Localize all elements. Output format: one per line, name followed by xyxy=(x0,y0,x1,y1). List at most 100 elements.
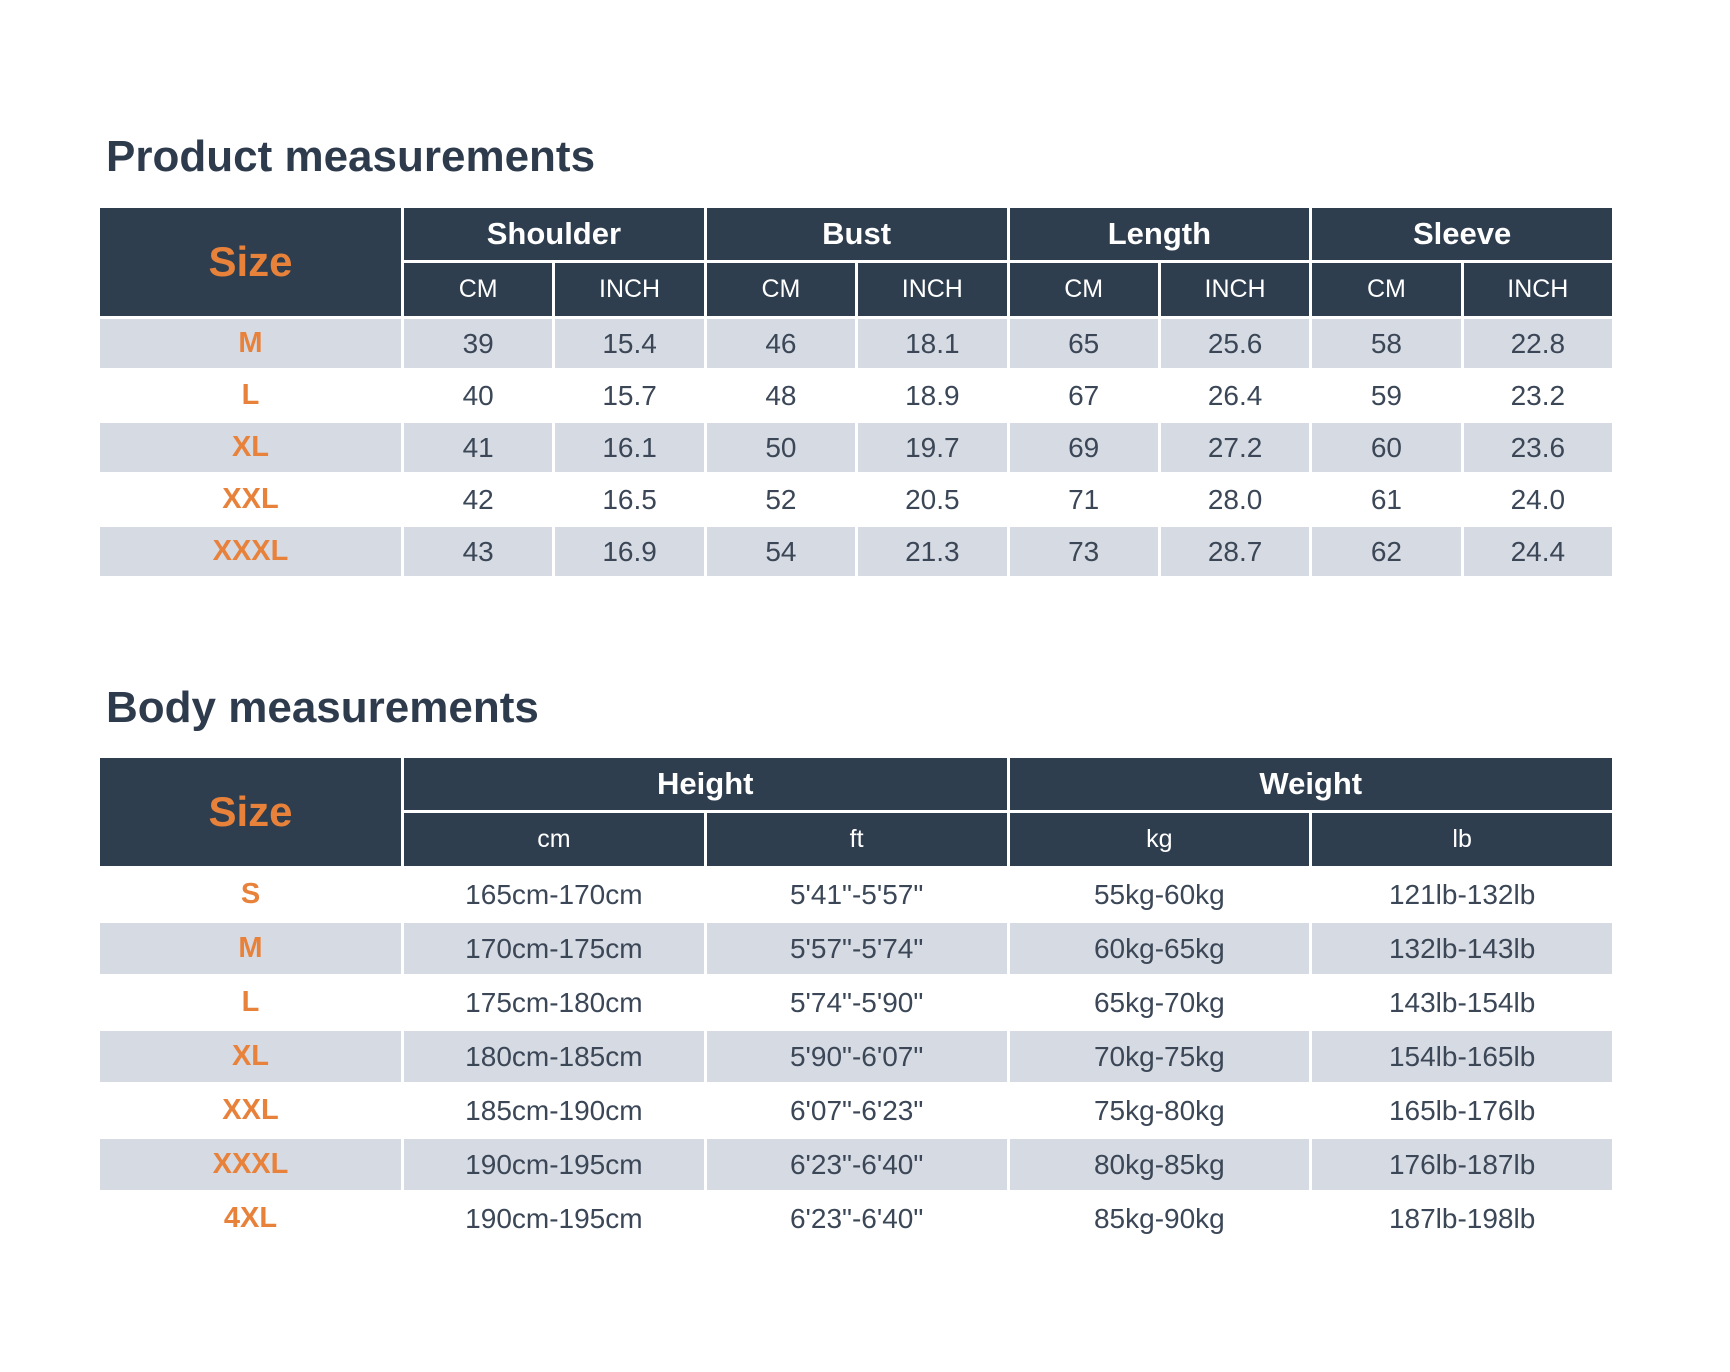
value-cell: 23.2 xyxy=(1460,368,1616,423)
table-row-s: S 165cm-170cm 5'41"-5'57" 55kg-60kg 121lb-13… xyxy=(97,866,1615,923)
unit-header-ft: ft xyxy=(703,810,1010,869)
value-cell: 22.8 xyxy=(1460,316,1616,371)
value-cell: 24.0 xyxy=(1460,472,1616,527)
value-cell: 190cm-195cm xyxy=(401,1190,707,1247)
size-label: XL xyxy=(97,420,404,475)
value-cell: 25.6 xyxy=(1157,316,1313,371)
value-cell: 62 xyxy=(1309,524,1464,579)
size-label: XXXL xyxy=(97,524,404,579)
unit-header-inch: INCH xyxy=(855,260,1010,319)
unit-header-inch: INCH xyxy=(1460,260,1616,319)
value-cell: 28.0 xyxy=(1157,472,1313,527)
value-cell: 187lb-198lb xyxy=(1309,1190,1615,1247)
value-cell: 21.3 xyxy=(855,524,1010,579)
value-cell: 19.7 xyxy=(855,420,1010,475)
value-cell: 16.5 xyxy=(552,472,707,527)
group-header-bust: Bust xyxy=(703,205,1010,263)
value-cell: 28.7 xyxy=(1157,524,1313,579)
value-cell: 5'41"-5'57" xyxy=(703,866,1010,923)
value-cell: 23.6 xyxy=(1460,420,1616,475)
value-cell: 43 xyxy=(400,524,556,579)
value-cell: 55kg-60kg xyxy=(1006,866,1313,923)
value-cell: 59 xyxy=(1309,368,1464,423)
value-cell: 176lb-187lb xyxy=(1309,1136,1615,1193)
value-cell: 54 xyxy=(703,524,859,579)
value-cell: 6'23"-6'40" xyxy=(703,1190,1010,1247)
value-cell: 20.5 xyxy=(855,472,1010,527)
value-cell: 46 xyxy=(703,316,859,371)
value-cell: 71 xyxy=(1006,472,1161,527)
group-header-shoulder: Shoulder xyxy=(401,205,707,263)
value-cell: 65 xyxy=(1006,316,1161,371)
product-measurements-title: Product measurements xyxy=(106,132,596,181)
size-column-header: Size xyxy=(97,205,404,319)
value-cell: 165cm-170cm xyxy=(401,866,707,923)
unit-header-inch: INCH xyxy=(552,260,707,319)
table-row-xxxl: XXXL 190cm-195cm 6'23"-6'40" 80kg-85kg 176lb… xyxy=(97,1136,1615,1193)
value-cell: 70kg-75kg xyxy=(1006,1028,1313,1085)
group-header-length: Length xyxy=(1006,205,1313,263)
value-cell: 5'74"-5'90" xyxy=(703,974,1010,1031)
size-label: M xyxy=(97,920,404,977)
value-cell: 26.4 xyxy=(1157,368,1313,423)
size-label: L xyxy=(97,368,404,423)
unit-header-inch: INCH xyxy=(1157,260,1313,319)
table-row-xxxl: XXXL 43 16.9 54 21.3 73 28.7 62 24.4 xyxy=(97,524,1616,579)
unit-header-cm: CM xyxy=(1006,260,1161,319)
size-label: S xyxy=(97,866,404,923)
size-label: L xyxy=(97,974,404,1031)
value-cell: 132lb-143lb xyxy=(1309,920,1615,977)
value-cell: 48 xyxy=(703,368,859,423)
size-label: XXL xyxy=(97,472,404,527)
size-label: M xyxy=(97,316,404,371)
value-cell: 18.1 xyxy=(855,316,1010,371)
value-cell: 143lb-154lb xyxy=(1309,974,1615,1031)
value-cell: 39 xyxy=(400,316,556,371)
unit-header-cm: cm xyxy=(401,810,707,869)
value-cell: 75kg-80kg xyxy=(1006,1082,1313,1139)
table-row-xl: XL 41 16.1 50 19.7 69 27.2 60 23.6 xyxy=(97,420,1616,475)
value-cell: 165lb-176lb xyxy=(1309,1082,1615,1139)
table-row-xxl: XXL 185cm-190cm 6'07"-6'23" 75kg-80kg 165lb-… xyxy=(97,1082,1615,1139)
value-cell: 16.1 xyxy=(552,420,707,475)
value-cell: 73 xyxy=(1006,524,1161,579)
table-row-4xl: 4XL 190cm-195cm 6'23"-6'40" 85kg-90kg 187lb-… xyxy=(97,1190,1615,1247)
value-cell: 175cm-180cm xyxy=(401,974,707,1031)
value-cell: 42 xyxy=(400,472,556,527)
value-cell: 69 xyxy=(1006,420,1161,475)
table-row-xxl: XXL 42 16.5 52 20.5 71 28.0 61 24.0 xyxy=(97,472,1616,527)
product-measurements-table: Size Shoulder Bust Length Sleeve CM INCH CM INCH… xyxy=(97,205,1616,579)
unit-header-kg: kg xyxy=(1006,810,1313,869)
value-cell: 41 xyxy=(400,420,556,475)
unit-header-lb: lb xyxy=(1309,810,1615,869)
value-cell: 85kg-90kg xyxy=(1006,1190,1313,1247)
table-row-l: L 40 15.7 48 18.9 67 26.4 59 23.2 xyxy=(97,368,1616,423)
table-row-l: L 175cm-180cm 5'74"-5'90" 65kg-70kg 143lb-15… xyxy=(97,974,1615,1031)
value-cell: 18.9 xyxy=(855,368,1010,423)
value-cell: 5'57"-5'74" xyxy=(703,920,1010,977)
value-cell: 65kg-70kg xyxy=(1006,974,1313,1031)
table-row-m: M 170cm-175cm 5'57"-5'74" 60kg-65kg 132lb-14… xyxy=(97,920,1615,977)
value-cell: 121lb-132lb xyxy=(1309,866,1615,923)
value-cell: 27.2 xyxy=(1157,420,1313,475)
value-cell: 52 xyxy=(703,472,859,527)
value-cell: 170cm-175cm xyxy=(401,920,707,977)
value-cell: 185cm-190cm xyxy=(401,1082,707,1139)
body-measurements-title: Body measurements xyxy=(106,683,539,732)
table-row-m: M 39 15.4 46 18.1 65 25.6 58 22.8 xyxy=(97,316,1616,371)
body-measurements-table: Size Height Weight cm ft kg lb S 165cm-170cm 5'41… xyxy=(97,755,1615,1247)
unit-header-cm: CM xyxy=(703,260,859,319)
size-column-header: Size xyxy=(97,755,404,869)
size-label: XL xyxy=(97,1028,404,1085)
size-label: XXL xyxy=(97,1082,404,1139)
group-header-weight: Weight xyxy=(1006,755,1615,813)
value-cell: 60kg-65kg xyxy=(1006,920,1313,977)
value-cell: 58 xyxy=(1309,316,1464,371)
value-cell: 50 xyxy=(703,420,859,475)
table-row-xl: XL 180cm-185cm 5'90"-6'07" 70kg-75kg 154lb-1… xyxy=(97,1028,1615,1085)
value-cell: 180cm-185cm xyxy=(401,1028,707,1085)
value-cell: 16.9 xyxy=(552,524,707,579)
value-cell: 67 xyxy=(1006,368,1161,423)
value-cell: 24.4 xyxy=(1460,524,1616,579)
value-cell: 61 xyxy=(1309,472,1464,527)
